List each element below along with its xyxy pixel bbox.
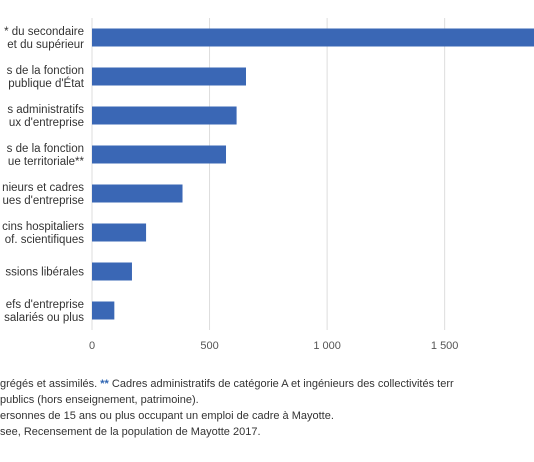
chart-notes: grégés et assimilés. ** Cadres administr… — [0, 376, 534, 440]
category-label: cins hospitaliers — [2, 221, 84, 233]
bar — [92, 301, 115, 320]
note-line-1-end: Cadres administratifs de catégorie A et … — [108, 378, 454, 390]
note-line-3: ersonnes de 15 ans ou plus occupant un e… — [0, 410, 334, 422]
category-label: nieurs et cadres — [2, 182, 84, 194]
category-label: ssions libérales — [5, 267, 84, 279]
category-label: s administratifs — [7, 104, 84, 116]
bars — [92, 28, 534, 320]
category-label: ux d'entreprise — [9, 117, 84, 129]
bar — [92, 145, 227, 164]
bar — [92, 223, 147, 242]
category-label: salariés ou plus — [4, 312, 84, 324]
x-tick-label: 0 — [89, 340, 95, 352]
note-line-1: grégés et assimilés. ** Cadres administr… — [0, 376, 534, 392]
x-axis-tick-labels: 0 500 1 000 1 500 — [89, 340, 458, 352]
bar — [92, 67, 246, 86]
category-label: ue territoriale** — [8, 156, 85, 168]
bar — [92, 262, 132, 281]
x-tick-label: 1 000 — [313, 340, 341, 352]
note-line-1-start: grégés et assimilés. — [0, 378, 101, 390]
category-label: efs d'entreprise — [6, 299, 84, 311]
category-label: s de la fonction — [7, 65, 84, 77]
x-tick-label: 1 500 — [431, 340, 459, 352]
category-label: et du supérieur — [7, 39, 84, 51]
bar — [92, 28, 534, 47]
category-label: of. scientifiques — [5, 234, 85, 246]
gridlines — [91, 18, 446, 330]
category-label: s de la fonction — [7, 143, 84, 155]
x-tick-label: 500 — [200, 340, 218, 352]
note-double-asterisk: ** — [100, 378, 109, 390]
category-label: publique d'État — [8, 77, 85, 90]
category-label: ues d'entreprise — [3, 195, 84, 207]
note-line-2: publics (hors enseignement, patrimoine). — [0, 394, 199, 406]
category-label: * du secondaire — [4, 26, 84, 38]
note-line-4: see, Recensement de la population de May… — [0, 426, 261, 438]
bar — [92, 106, 237, 125]
bar — [92, 184, 183, 203]
